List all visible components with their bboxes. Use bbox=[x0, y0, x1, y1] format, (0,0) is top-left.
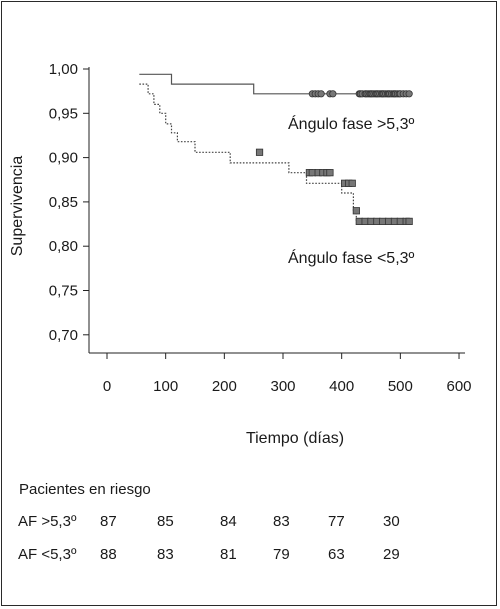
censor-mark bbox=[352, 207, 360, 215]
series-high bbox=[139, 73, 413, 98]
annotation-high: Ángulo fase >5,3º bbox=[288, 114, 415, 133]
censor-mark bbox=[255, 148, 264, 156]
risk-table-title: Pacientes en riesgo bbox=[19, 481, 151, 498]
series-line bbox=[139, 83, 413, 222]
series-low bbox=[139, 83, 413, 225]
risk-cell: 29 bbox=[383, 546, 400, 563]
x-tick-label: 600 bbox=[447, 378, 472, 395]
censor-mark bbox=[405, 217, 413, 225]
censor-mark bbox=[390, 217, 399, 225]
y-tick-label: 0,95 bbox=[49, 105, 78, 122]
y-tick-label: 0,75 bbox=[49, 283, 78, 300]
censor-mark bbox=[329, 90, 337, 98]
risk-row-label: AF >5,3º bbox=[18, 513, 77, 530]
censor-mark bbox=[308, 169, 316, 177]
risk-cell: 83 bbox=[273, 513, 290, 530]
y-tick-label: 1,00 bbox=[49, 61, 78, 78]
risk-cell: 79 bbox=[273, 546, 290, 563]
risk-cell: 88 bbox=[100, 546, 117, 563]
risk-row-label: AF <5,3º bbox=[18, 546, 77, 563]
x-tick-label: 100 bbox=[153, 378, 178, 395]
risk-cell: 77 bbox=[328, 513, 345, 530]
censor-mark bbox=[367, 217, 375, 225]
x-tick-label: 200 bbox=[212, 378, 237, 395]
x-tick-label: 500 bbox=[388, 378, 413, 395]
y-tick-label: 0,85 bbox=[49, 194, 78, 211]
censor-mark bbox=[405, 90, 413, 98]
annotation-low: Ángulo fase <5,3º bbox=[288, 248, 415, 267]
series-line bbox=[139, 73, 413, 95]
risk-cell: 83 bbox=[157, 546, 174, 563]
y-axis-label: Supervivencia bbox=[9, 156, 26, 257]
risk-cell: 81 bbox=[220, 546, 237, 563]
risk-cell: 63 bbox=[328, 546, 345, 563]
censor-mark bbox=[385, 217, 393, 225]
risk-cell: 30 bbox=[383, 513, 400, 530]
censor-mark bbox=[379, 217, 387, 225]
censor-mark bbox=[396, 217, 404, 225]
y-tick-label: 0,80 bbox=[49, 238, 78, 255]
x-axis-label: Tiempo (días) bbox=[246, 430, 344, 447]
censor-mark bbox=[326, 169, 334, 177]
y-tick-label: 0,90 bbox=[49, 150, 78, 167]
risk-cell: 85 bbox=[157, 513, 174, 530]
censor-mark bbox=[355, 217, 363, 225]
y-tick-label: 0,70 bbox=[49, 327, 78, 344]
x-tick-label: 0 bbox=[103, 378, 111, 395]
axes: 0,70 0,75 0,80 0,85 0,90 0,95 1,00 0 100 200 300 40… bbox=[49, 61, 472, 395]
x-tick-label: 300 bbox=[270, 378, 295, 395]
censor-mark bbox=[373, 217, 381, 225]
x-tick-label: 400 bbox=[329, 378, 354, 395]
censor-mark bbox=[361, 217, 369, 225]
censor-mark bbox=[317, 90, 325, 98]
risk-cell: 87 bbox=[100, 513, 117, 530]
censor-mark bbox=[348, 179, 356, 187]
risk-cell: 84 bbox=[220, 513, 237, 530]
